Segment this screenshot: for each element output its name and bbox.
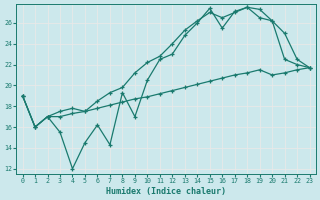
X-axis label: Humidex (Indice chaleur): Humidex (Indice chaleur)	[106, 187, 226, 196]
